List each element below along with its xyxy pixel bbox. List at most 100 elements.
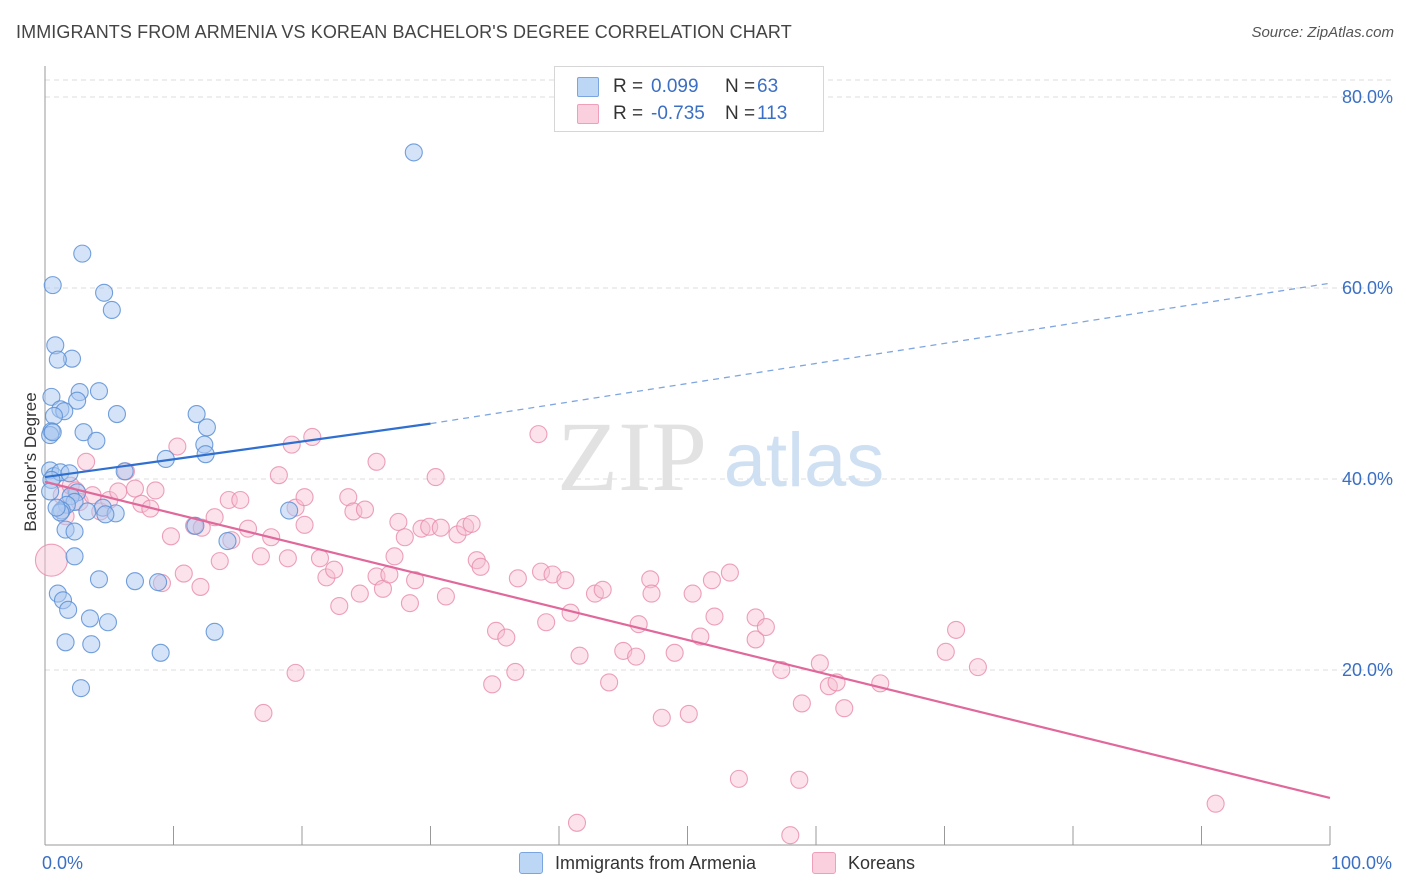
korean-point — [251, 547, 270, 566]
korean-point — [77, 452, 96, 471]
x-tick-label: 0.0% — [42, 853, 83, 873]
watermark: ZIP atlas — [557, 401, 884, 512]
armenia-points — [41, 143, 423, 698]
korean-point — [593, 580, 612, 599]
korean-point — [537, 613, 556, 632]
armenia-point — [42, 387, 61, 406]
bottom-korean-swatch — [812, 852, 836, 874]
korean-point — [556, 571, 575, 590]
korean-point — [174, 564, 193, 583]
armenia-point — [187, 405, 206, 424]
korean-point — [600, 673, 619, 692]
korean-point — [426, 468, 445, 487]
korean-point — [330, 596, 349, 616]
korean-point — [642, 584, 661, 603]
y-tick-label: 80.0% — [1342, 87, 1393, 107]
korean-point — [317, 568, 336, 587]
armenia-point — [56, 633, 75, 652]
korean-point — [191, 577, 210, 596]
korean-point — [486, 621, 506, 640]
armenia-point — [125, 572, 144, 591]
armenia-point — [78, 502, 97, 521]
y-tick-label: 60.0% — [1342, 278, 1393, 298]
korean-point — [691, 627, 710, 646]
armenia-point — [43, 276, 62, 295]
korean-point — [756, 617, 775, 637]
korean-point — [389, 512, 408, 532]
armenia-point — [186, 516, 205, 535]
korean-point — [286, 663, 305, 682]
korean-point — [705, 607, 724, 626]
armenia-point — [65, 547, 84, 566]
armenia-point — [87, 431, 106, 450]
korean-point — [350, 584, 369, 603]
korean-point — [665, 643, 684, 662]
y-tick-label: 40.0% — [1342, 469, 1393, 489]
korean-n-value: 113 — [757, 103, 788, 124]
korean-point — [325, 560, 344, 579]
armenia-point — [82, 635, 101, 654]
korean-point — [968, 658, 987, 677]
korean-point — [231, 490, 250, 510]
armenia-point — [98, 613, 118, 632]
korean-r-value: -0.735 — [651, 103, 705, 124]
korean-point — [772, 660, 791, 680]
armenia-point — [89, 382, 109, 401]
korean-point — [125, 479, 144, 498]
korean-point — [497, 628, 516, 647]
korean-point — [810, 654, 829, 673]
axes — [44, 66, 1331, 846]
armenia-r-label: R = — [613, 76, 644, 97]
armenia-point — [151, 643, 170, 662]
korean-point — [746, 630, 765, 649]
korean-point — [702, 571, 721, 590]
korean-point — [295, 515, 314, 534]
armenia-point — [95, 283, 114, 302]
armenia-point — [44, 406, 64, 426]
y-tick-label: 20.0% — [1342, 660, 1393, 680]
korean-point — [448, 525, 467, 544]
korean-point — [303, 427, 322, 447]
korean-point — [355, 500, 375, 519]
legend-row-korean: R = -0.735 N = 113 — [577, 102, 787, 126]
korean-point — [168, 437, 187, 456]
korean-point — [679, 704, 698, 723]
korean-point — [781, 826, 800, 845]
armenia-point — [65, 522, 84, 541]
bottom-legend-korean: Koreans — [812, 852, 915, 874]
bottom-armenia-swatch — [519, 852, 543, 874]
korean-point — [483, 675, 502, 694]
korean-point — [567, 813, 587, 832]
korean-point — [339, 488, 358, 507]
korean-swatch — [577, 104, 599, 124]
korean-point — [947, 620, 966, 639]
source-label: Source: ZipAtlas.com — [1251, 24, 1394, 41]
armenia-point — [74, 423, 93, 442]
korean-point — [161, 527, 180, 546]
armenia-point — [107, 405, 127, 424]
korean-point — [34, 543, 68, 577]
armenia-point — [280, 501, 299, 520]
korean-point — [1206, 794, 1225, 813]
chart-title: IMMIGRANTS FROM ARMENIA VS KOREAN BACHEL… — [16, 22, 792, 42]
korean-point — [238, 519, 258, 538]
korean-point — [462, 514, 481, 533]
korean-point — [406, 571, 425, 590]
korean-point — [529, 425, 548, 444]
armenia-point — [47, 498, 66, 517]
korean-point — [367, 452, 386, 471]
armenia-swatch — [577, 77, 599, 97]
armenia-point — [149, 573, 168, 592]
korean-point — [790, 770, 809, 789]
korean-point — [295, 488, 314, 507]
armenia-point — [404, 143, 423, 162]
bottom-legend-armenia: Immigrants from Armenia — [519, 852, 756, 874]
korean-point — [431, 518, 450, 537]
korean-point — [385, 547, 404, 566]
korean-point — [471, 557, 490, 576]
armenia-n-label: N = — [725, 76, 756, 97]
korean-point — [936, 642, 955, 661]
korean-point — [729, 769, 748, 788]
korean-point — [506, 662, 525, 681]
armenia-trend-dashed — [430, 282, 1331, 425]
